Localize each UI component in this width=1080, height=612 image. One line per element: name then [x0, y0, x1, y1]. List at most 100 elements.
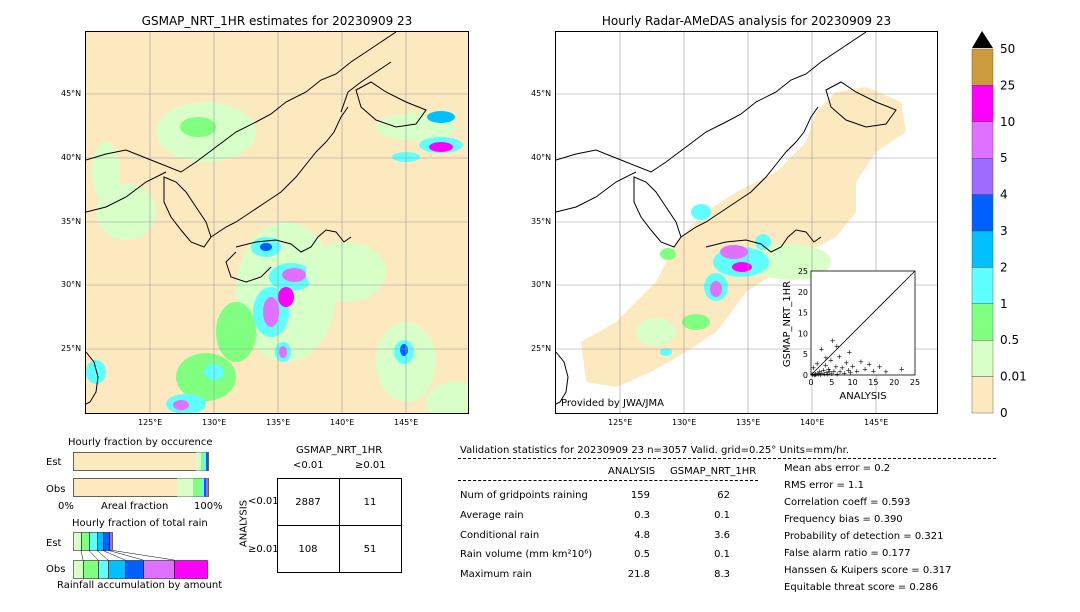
validation-row-label: Maximum rain — [460, 569, 532, 580]
scatter-point: + — [848, 369, 854, 377]
occurrence-est-seg — [196, 452, 201, 471]
left-lat-label-45: 45°N — [61, 89, 82, 98]
right-lat-label-45: 45°N — [531, 89, 552, 98]
colorbar-label: 0.5 — [1000, 333, 1019, 347]
scatter-point: + — [824, 369, 830, 377]
contingency-row-label-1: ≥0.01 — [248, 544, 279, 555]
right-map-title: Hourly Radar-AMeDAS analysis for 2023090… — [601, 14, 892, 28]
scatter-point: + — [837, 368, 843, 376]
occurrence-obs-bar — [73, 478, 209, 497]
scatter-point: + — [829, 370, 835, 378]
total-rain-est-label: Est — [46, 538, 62, 549]
left-gridlines — [86, 32, 468, 413]
colorbar-label: 2 — [1000, 260, 1008, 274]
contingency-cell-yn: 108 — [298, 544, 318, 555]
scatter-point: + — [858, 358, 864, 366]
scatter-point: + — [834, 342, 840, 350]
colorbar-label: 25 — [1000, 78, 1015, 92]
occurrence-obs-seg — [206, 478, 208, 497]
occurrence-obs-seg — [177, 478, 193, 497]
scatter-y-tick: 25 — [798, 267, 808, 276]
scatter-point: + — [866, 361, 872, 369]
scatter-point: + — [883, 368, 889, 376]
scatter-point: + — [813, 371, 819, 379]
scatter-inset: +++++++++++++++++++++++++++++++++++++ +++… — [782, 267, 920, 402]
scatter-point: + — [850, 362, 856, 370]
validation-row-gsmap: 0.1 — [714, 549, 730, 560]
scatter-x-tick: 20 — [889, 378, 899, 387]
right-lat-label-30: 30°N — [531, 280, 552, 289]
contingency-cell-yy: 51 — [363, 544, 377, 555]
validation-row-analysis: 159 — [630, 490, 650, 501]
scatter-point: + — [811, 364, 817, 372]
right-rain-patches — [581, 87, 906, 387]
contingency-col-label-1: ≥0.01 — [355, 460, 386, 471]
colorbar-swatch — [971, 230, 994, 268]
validation-row-gsmap: 0.1 — [714, 510, 730, 521]
colorbar-swatch — [971, 267, 994, 304]
scatter-x-tick: 5 — [829, 378, 834, 387]
scatter-y-label: GSMAP_NRT_1HR — [782, 281, 793, 367]
contingency-cell-nn: 2887 — [295, 497, 321, 508]
scatter-y-tick: 15 — [798, 309, 808, 318]
scatter-x-tick: 10 — [848, 378, 858, 387]
contingency-cell-ny: 11 — [363, 497, 377, 508]
right-lon-label-125: 125°E — [608, 418, 633, 427]
contingency-title: GSMAP_NRT_1HR — [296, 445, 383, 456]
validation-row-label: Rain volume (mm km²10⁶) — [460, 549, 593, 560]
colorbar-label: 4 — [1000, 188, 1008, 202]
scatter-y-tick: 20 — [798, 288, 808, 297]
scatter-diagonal — [810, 270, 916, 376]
right-lon-label-140: 140°E — [800, 418, 825, 427]
validation-col-rule — [458, 480, 758, 481]
scatter-point: + — [846, 349, 852, 357]
total-rain-x-label: Rainfall accumulation by amount — [57, 580, 223, 591]
colorbar-swatch — [971, 303, 994, 341]
score-frequency-bias: Frequency bias = 0.390 — [784, 514, 903, 525]
occurrence-est-seg — [201, 452, 204, 471]
total-rain-connectors — [80, 550, 175, 561]
right-map-canvas — [556, 32, 937, 413]
colorbar-label: 5 — [1000, 151, 1008, 165]
colorbar-swatch — [971, 121, 994, 159]
scatter-point: + — [818, 371, 824, 379]
scatter-point: + — [819, 369, 825, 377]
scatter-point: + — [814, 360, 820, 368]
scatter-y-tick: 5 — [803, 350, 808, 359]
scatter-point: + — [809, 371, 815, 379]
colorbar-label: 10 — [1000, 115, 1015, 129]
occurrence-obs-seg — [193, 478, 201, 497]
validation-row-gsmap: 8.3 — [714, 569, 730, 580]
right-lat-label-35: 35°N — [531, 217, 552, 226]
validation-col-analysis: ANALYSIS — [608, 466, 656, 477]
scatter-point: + — [843, 359, 849, 367]
scatter-point: + — [830, 337, 836, 345]
colorbar-swatch — [971, 340, 994, 377]
scatter-point: + — [821, 367, 827, 375]
data-credit: Provided by JWA/JMA — [561, 398, 664, 409]
scatter-point: + — [811, 372, 817, 380]
occurrence-est-seg — [206, 452, 208, 471]
colorbar-swatch — [971, 194, 994, 232]
colorbar-labels: 50 25 10 5 4 3 2 1 0.5 0.01 0 — [1000, 42, 1027, 420]
scatter-point: + — [828, 357, 834, 365]
total-rain-bars — [73, 532, 208, 579]
validation-row-analysis: 4.8 — [634, 530, 650, 541]
colorbar-label: 1 — [1000, 297, 1008, 311]
colorbar: 50 25 10 5 4 3 2 1 0.5 0.01 0 — [971, 31, 1027, 420]
total-rain-est-segments — [73, 532, 113, 551]
right-coastlines — [556, 32, 897, 405]
occurrence-bars — [73, 452, 209, 497]
scatter-point: + — [812, 370, 818, 378]
scatter-point: + — [836, 353, 842, 361]
colorbar-label: 0.01 — [1000, 370, 1027, 384]
scatter-point: + — [821, 370, 827, 378]
occurrence-obs-label: Obs — [46, 484, 66, 495]
left-lon-label-130: 130°E — [202, 418, 227, 427]
scatter-point: + — [862, 366, 868, 374]
colorbar-extend-arrow — [972, 31, 993, 48]
occurrence-obs-seg — [204, 478, 206, 497]
scatter-point: + — [827, 368, 833, 376]
left-coastlines — [86, 32, 427, 405]
score-correlation: Correlation coeff = 0.593 — [784, 497, 911, 508]
